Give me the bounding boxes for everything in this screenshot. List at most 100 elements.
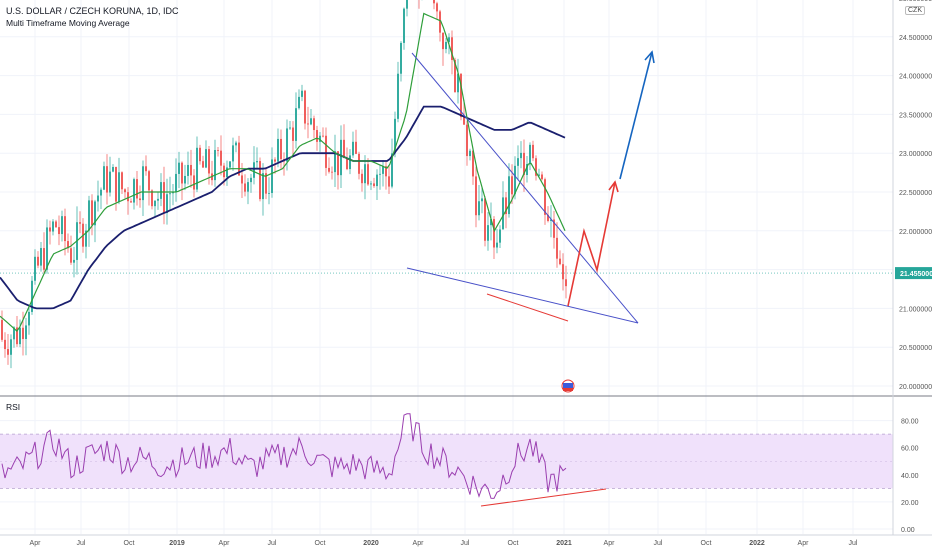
candle-body [349, 155, 351, 170]
rsi-tick-label: 80.00 [901, 419, 919, 426]
rsi-divergence-line[interactable] [480, 488, 607, 507]
candle-body [124, 189, 126, 193]
candle-body [547, 214, 549, 221]
candle-body [157, 198, 159, 201]
candle-body [466, 124, 468, 157]
time-tick-label: Jul [268, 540, 277, 547]
candle-body [121, 172, 123, 190]
candle-body [298, 96, 300, 109]
rsi-tick-label: 20.00 [901, 500, 919, 507]
candle-body [454, 59, 456, 93]
price-axis[interactable]: 27.00000026.50000026.00000025.50000025.0… [0, 0, 932, 535]
candle-body [214, 149, 216, 181]
drawings[interactable] [0, 0, 893, 507]
candle-body [202, 161, 204, 168]
candle-body [91, 200, 93, 226]
price-tick-label: 23.500000 [899, 112, 932, 119]
candle-body [256, 161, 258, 163]
time-tick-label: Oct [701, 540, 712, 547]
candle-body [175, 173, 177, 193]
candle-body [436, 3, 438, 12]
candle-body [79, 222, 81, 224]
price-tick-label: 24.000000 [899, 74, 932, 81]
candle-body [52, 221, 54, 232]
candle-body [196, 147, 198, 190]
candle-body [67, 241, 69, 249]
candle-body [88, 200, 90, 231]
currency-badge[interactable]: CZK [905, 6, 925, 15]
calendar-flag-icon[interactable] [561, 379, 575, 393]
candle-body [184, 175, 186, 184]
rsi-tick-label: 0.00 [901, 527, 915, 534]
candle-body [403, 8, 405, 43]
time-tick-label: 2019 [169, 540, 185, 547]
candle-body [532, 144, 534, 159]
candle-body [544, 179, 546, 215]
blue-projection-line[interactable] [619, 51, 653, 180]
candle-body [469, 150, 471, 157]
candle-body [220, 150, 222, 166]
candle-body [541, 174, 543, 180]
candle-body [475, 176, 477, 216]
candle-body [340, 139, 342, 176]
candle-body [352, 141, 354, 156]
time-tick-label: Jul [461, 540, 470, 547]
candle-body [376, 174, 378, 187]
candle-body [346, 157, 348, 170]
last-price-label: 21.455000 [900, 271, 932, 278]
candle-body [241, 175, 243, 184]
candle-body [316, 130, 318, 142]
candle-body [322, 135, 324, 137]
candle-body [226, 167, 228, 178]
candle-body [10, 339, 12, 355]
candle-body [85, 230, 87, 247]
event-flag-stripe [563, 383, 573, 388]
candle-body [136, 179, 138, 199]
candle-body [496, 242, 498, 248]
candle-body [103, 166, 105, 190]
candle-body [7, 349, 9, 355]
candle-body [235, 142, 237, 146]
candle-body [556, 237, 558, 259]
price-tick-label: 22.500000 [899, 190, 932, 197]
candle-body [139, 198, 141, 201]
time-tick-label: Oct [315, 540, 326, 547]
candle-body [286, 128, 288, 162]
time-tick-label: Jul [654, 540, 663, 547]
candle-body [262, 173, 264, 200]
time-tick-label: 2020 [363, 540, 379, 547]
candle-body [97, 195, 99, 202]
candle-body [151, 190, 153, 207]
candle-body [337, 151, 339, 176]
wedge-lower-line[interactable] [406, 267, 639, 324]
candle-body [400, 42, 402, 74]
candle-body [70, 248, 72, 263]
candle-body [100, 189, 102, 196]
candle-body [553, 219, 555, 238]
candle-body [160, 182, 162, 199]
price-tick-label: 21.000000 [899, 306, 932, 313]
candle-body [277, 138, 279, 162]
time-tick-label: Apr [798, 540, 810, 547]
red-projection-path[interactable] [567, 181, 616, 307]
candle-body [199, 147, 201, 162]
candle-body [244, 183, 246, 192]
candle-body [385, 166, 387, 177]
candle-body [445, 41, 447, 50]
candle-body [325, 135, 327, 168]
wedge-upper-line[interactable] [411, 52, 639, 324]
candle-body [127, 192, 129, 202]
time-tick-label: Apr [30, 540, 42, 547]
price-divergence-line[interactable] [486, 293, 569, 322]
rsi-tick-label: 60.00 [901, 446, 919, 453]
price-tick-label: 23.000000 [899, 151, 932, 158]
candle-body [487, 225, 489, 241]
candle-body [373, 183, 375, 187]
candle-body [304, 90, 306, 124]
time-axis[interactable]: Apr Jul Oct 2019 Apr Jul Oct 2020 Apr Jul Oct 2021 A… [30, 540, 858, 547]
candle-body [394, 118, 396, 154]
candle-body [328, 167, 330, 172]
rsi-line [1, 413, 567, 499]
